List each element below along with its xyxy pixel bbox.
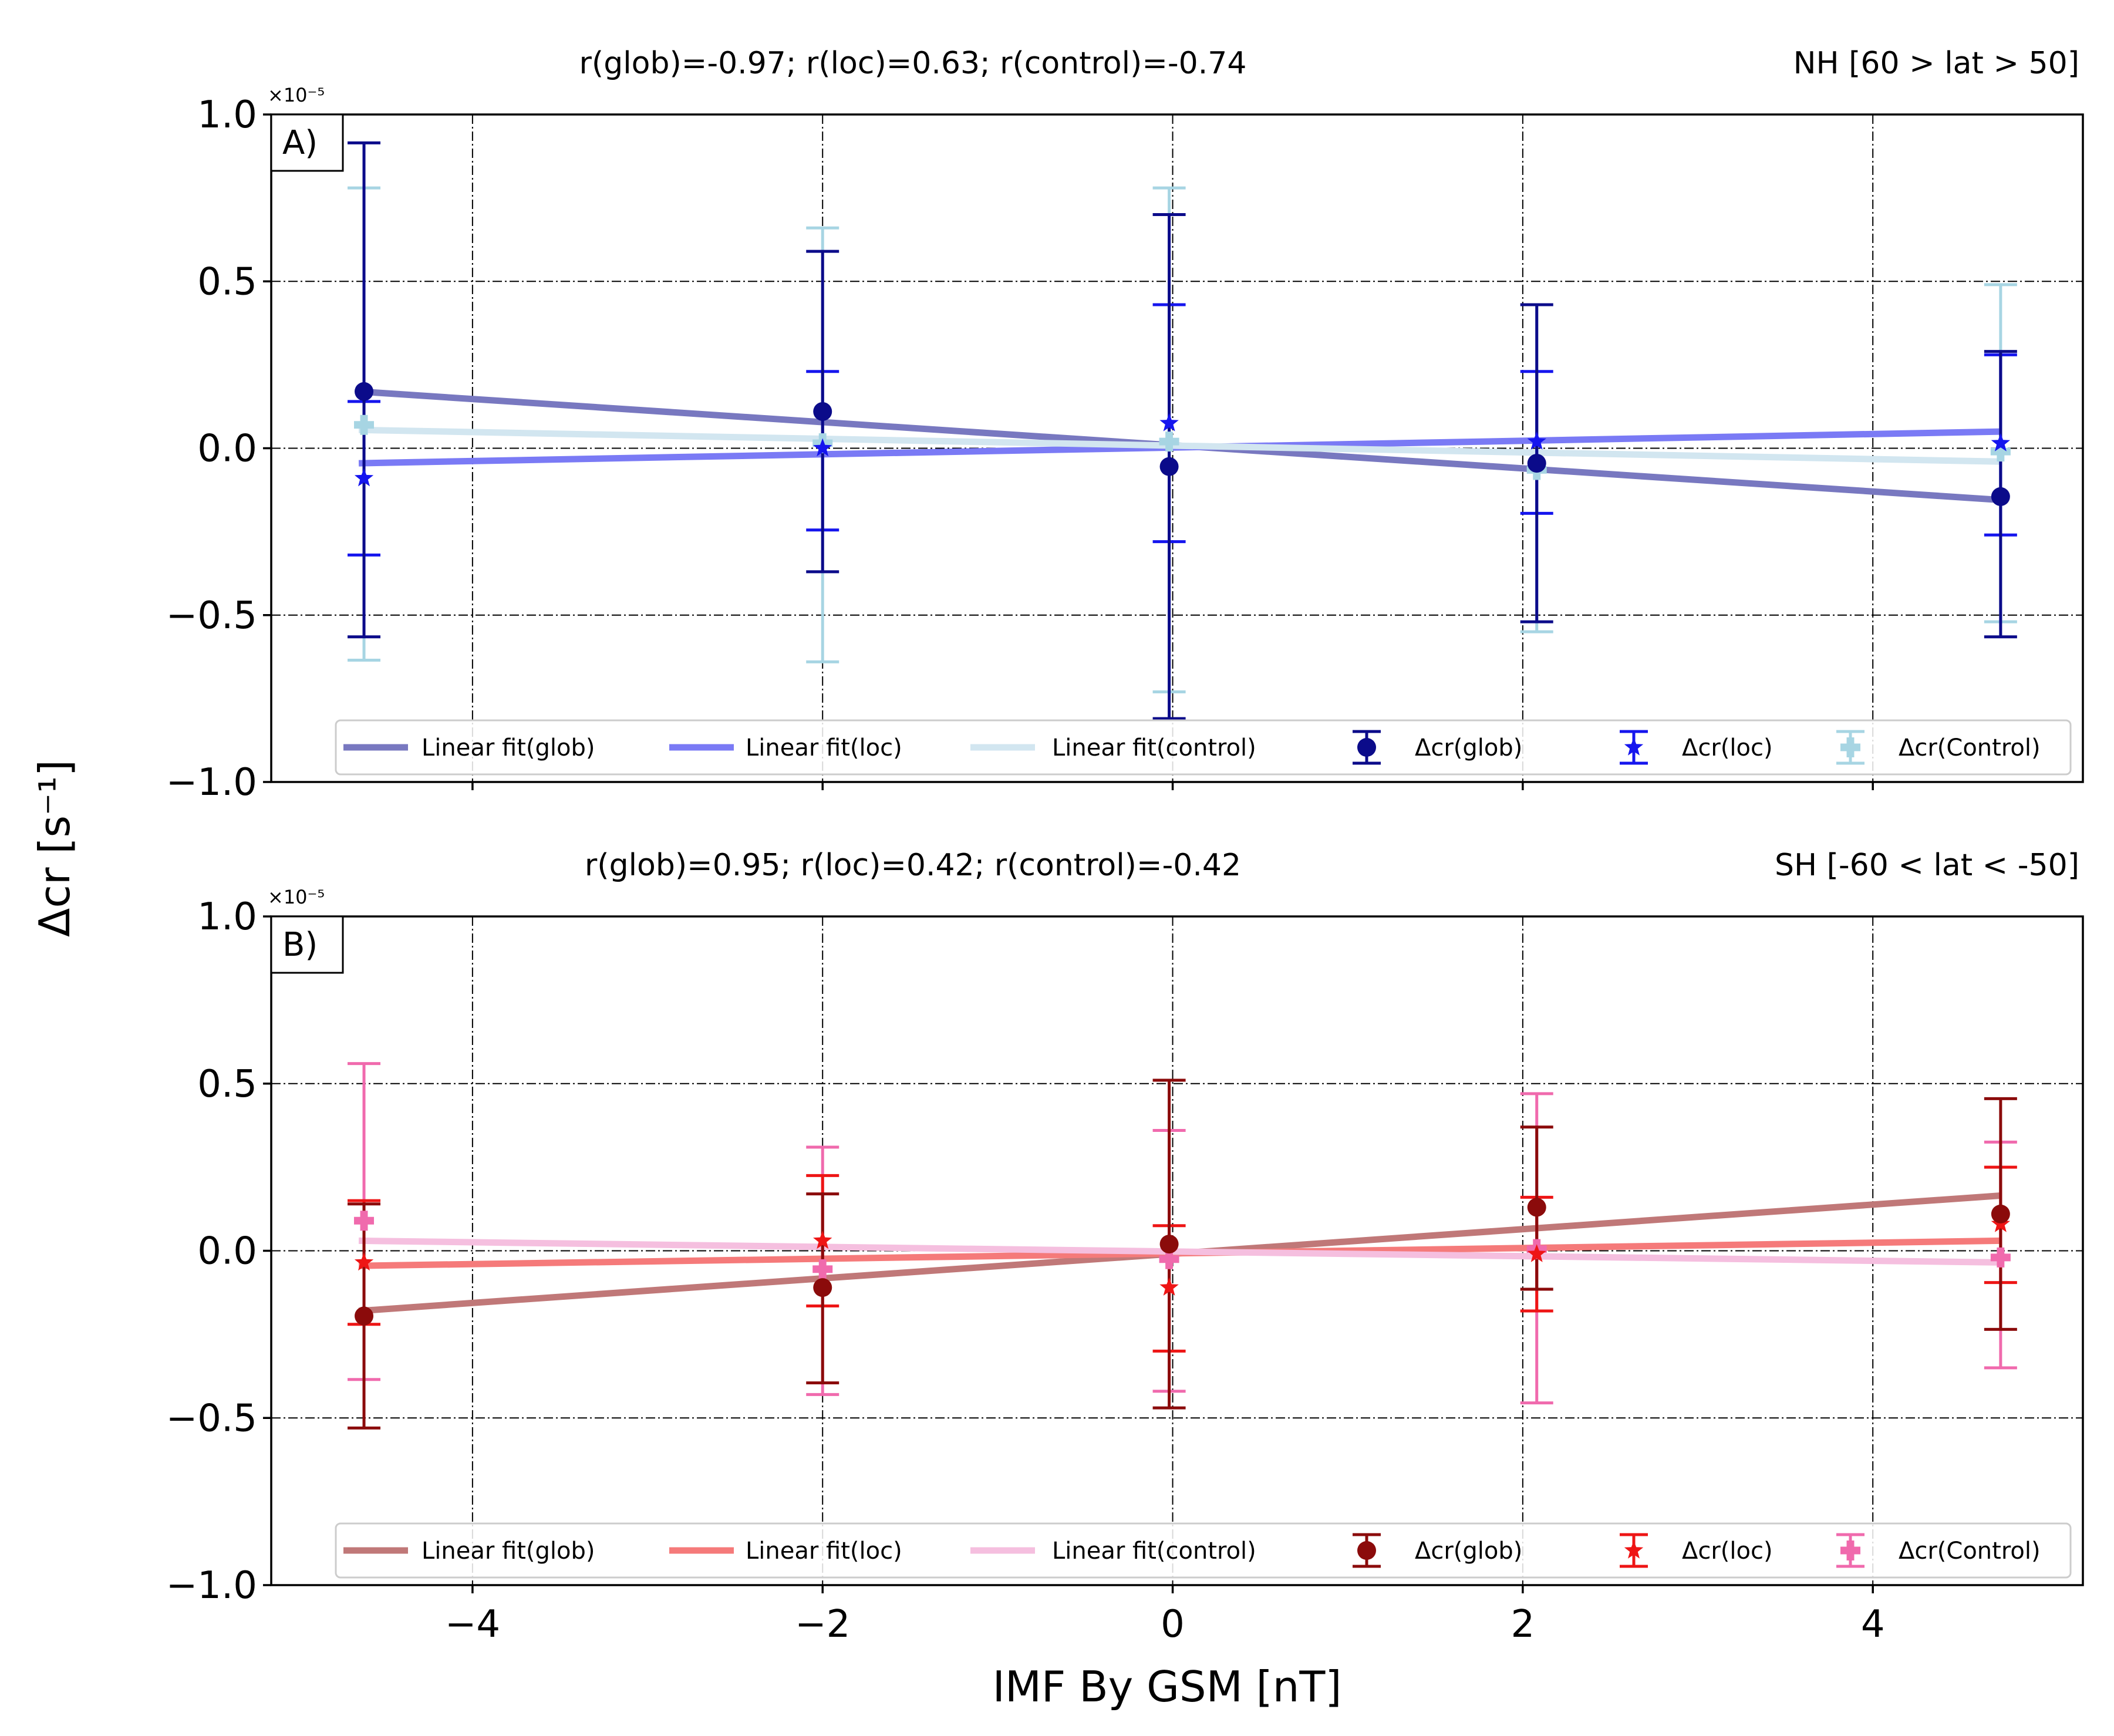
x-tick-label: 2 <box>1511 1603 1535 1646</box>
data-point <box>354 468 374 487</box>
data-point <box>1991 1204 2010 1223</box>
legend-label: Δcr(glob) <box>1415 734 1522 761</box>
data-point <box>1527 432 1546 450</box>
y-tick-label: 0.0 <box>197 427 257 471</box>
data-point <box>354 414 375 435</box>
legend-box <box>335 719 2072 776</box>
data-point <box>813 438 832 457</box>
data-point <box>1991 433 2010 451</box>
legend-marker <box>1624 737 1644 756</box>
legend-label: Linear fit(loc) <box>746 1538 902 1565</box>
x-tick-label: 4 <box>1861 1603 1885 1646</box>
legend-label: Δcr(glob) <box>1415 1538 1522 1565</box>
legend-label: Δcr(loc) <box>1682 1538 1773 1565</box>
y-tick-label: 1.0 <box>197 895 257 939</box>
data-point <box>1990 441 2011 462</box>
region-label: NH [60 > lat > 50] <box>1793 46 2079 81</box>
panel-tag-box <box>270 113 344 172</box>
x-axis-label: IMF By GSM [nT] <box>993 1662 1342 1711</box>
y-tick-label: −0.5 <box>166 594 257 638</box>
legend-marker <box>1624 1541 1644 1559</box>
y-multiplier: ×10⁻⁵ <box>268 84 325 106</box>
legend-marker <box>1840 737 1860 757</box>
y-tick-label: −1.0 <box>166 761 257 804</box>
legend-label: Linear fit(glob) <box>422 734 595 761</box>
data-point <box>1527 454 1546 473</box>
data-point <box>813 402 832 421</box>
data-point <box>1159 413 1179 432</box>
data-point <box>1527 1198 1546 1217</box>
data-point <box>1159 1235 1179 1254</box>
correlation-title: r(glob)=0.95; r(loc)=0.42; r(control)=-0… <box>585 848 1241 883</box>
data-point <box>812 1259 833 1279</box>
y-multiplier: ×10⁻⁵ <box>268 886 325 908</box>
legend-marker <box>1840 1541 1860 1560</box>
y-tick-label: 1.0 <box>197 93 257 137</box>
data-point <box>813 1231 832 1249</box>
legend-marker <box>1357 738 1376 757</box>
y-axis-label: Δcr [s⁻¹] <box>30 760 79 937</box>
y-tick-label: 0.5 <box>197 1063 257 1106</box>
data-point <box>1159 1249 1179 1269</box>
data-point <box>1159 1277 1179 1296</box>
panel-tag: A) <box>282 124 318 162</box>
data-point <box>354 1252 374 1271</box>
panel-a: 1.0 0.5 0.0 −0.5 −1.0 ×10⁻⁵ r(glob)=-0.97; r(l… <box>166 46 2084 804</box>
x-tick-label: −2 <box>795 1603 850 1646</box>
data-point <box>1159 457 1179 476</box>
legend-label: Δcr(loc) <box>1682 734 1773 761</box>
fit-line-3 <box>358 426 2001 465</box>
legend-label: Linear fit(glob) <box>422 1538 595 1565</box>
legend-marker <box>1357 1541 1376 1560</box>
legend-label: Linear fit(control) <box>1052 734 1256 761</box>
data-point <box>1527 1244 1546 1262</box>
x-tick-label: −4 <box>445 1603 500 1646</box>
legend-label: Δcr(Control) <box>1899 1538 2041 1565</box>
data-point <box>1159 432 1179 452</box>
legend-box <box>335 1522 2072 1579</box>
correlation-title: r(glob)=-0.97; r(loc)=0.63; r(control)=-… <box>579 46 1247 81</box>
y-tick-label: −1.0 <box>166 1564 257 1607</box>
region-label: SH [-60 < lat < -50] <box>1775 848 2079 883</box>
legend-label: Δcr(Control) <box>1899 734 2041 761</box>
data-point <box>1990 1247 2011 1268</box>
data-point <box>1991 487 2010 506</box>
y-tick-label: 0.5 <box>197 260 257 304</box>
panel-tag-box <box>270 915 344 974</box>
data-point <box>813 1278 832 1297</box>
data-point <box>355 1306 374 1326</box>
data-point <box>354 1211 375 1231</box>
panel-tag: B) <box>282 926 318 964</box>
legend-label: Linear fit(loc) <box>746 734 902 761</box>
legend-label: Linear fit(control) <box>1052 1538 1256 1565</box>
fit-line-3 <box>359 1237 2001 1266</box>
panel-b: 1.0 0.5 0.0 −0.5 −1.0 −4 −2 0 2 4 ×10⁻⁵ r(glob)=0.9… <box>166 848 2084 1646</box>
y-tick-label: −0.5 <box>166 1397 257 1440</box>
data-point <box>355 382 374 401</box>
y-tick-label: 0.0 <box>197 1230 257 1273</box>
x-tick-label: 0 <box>1161 1603 1185 1646</box>
